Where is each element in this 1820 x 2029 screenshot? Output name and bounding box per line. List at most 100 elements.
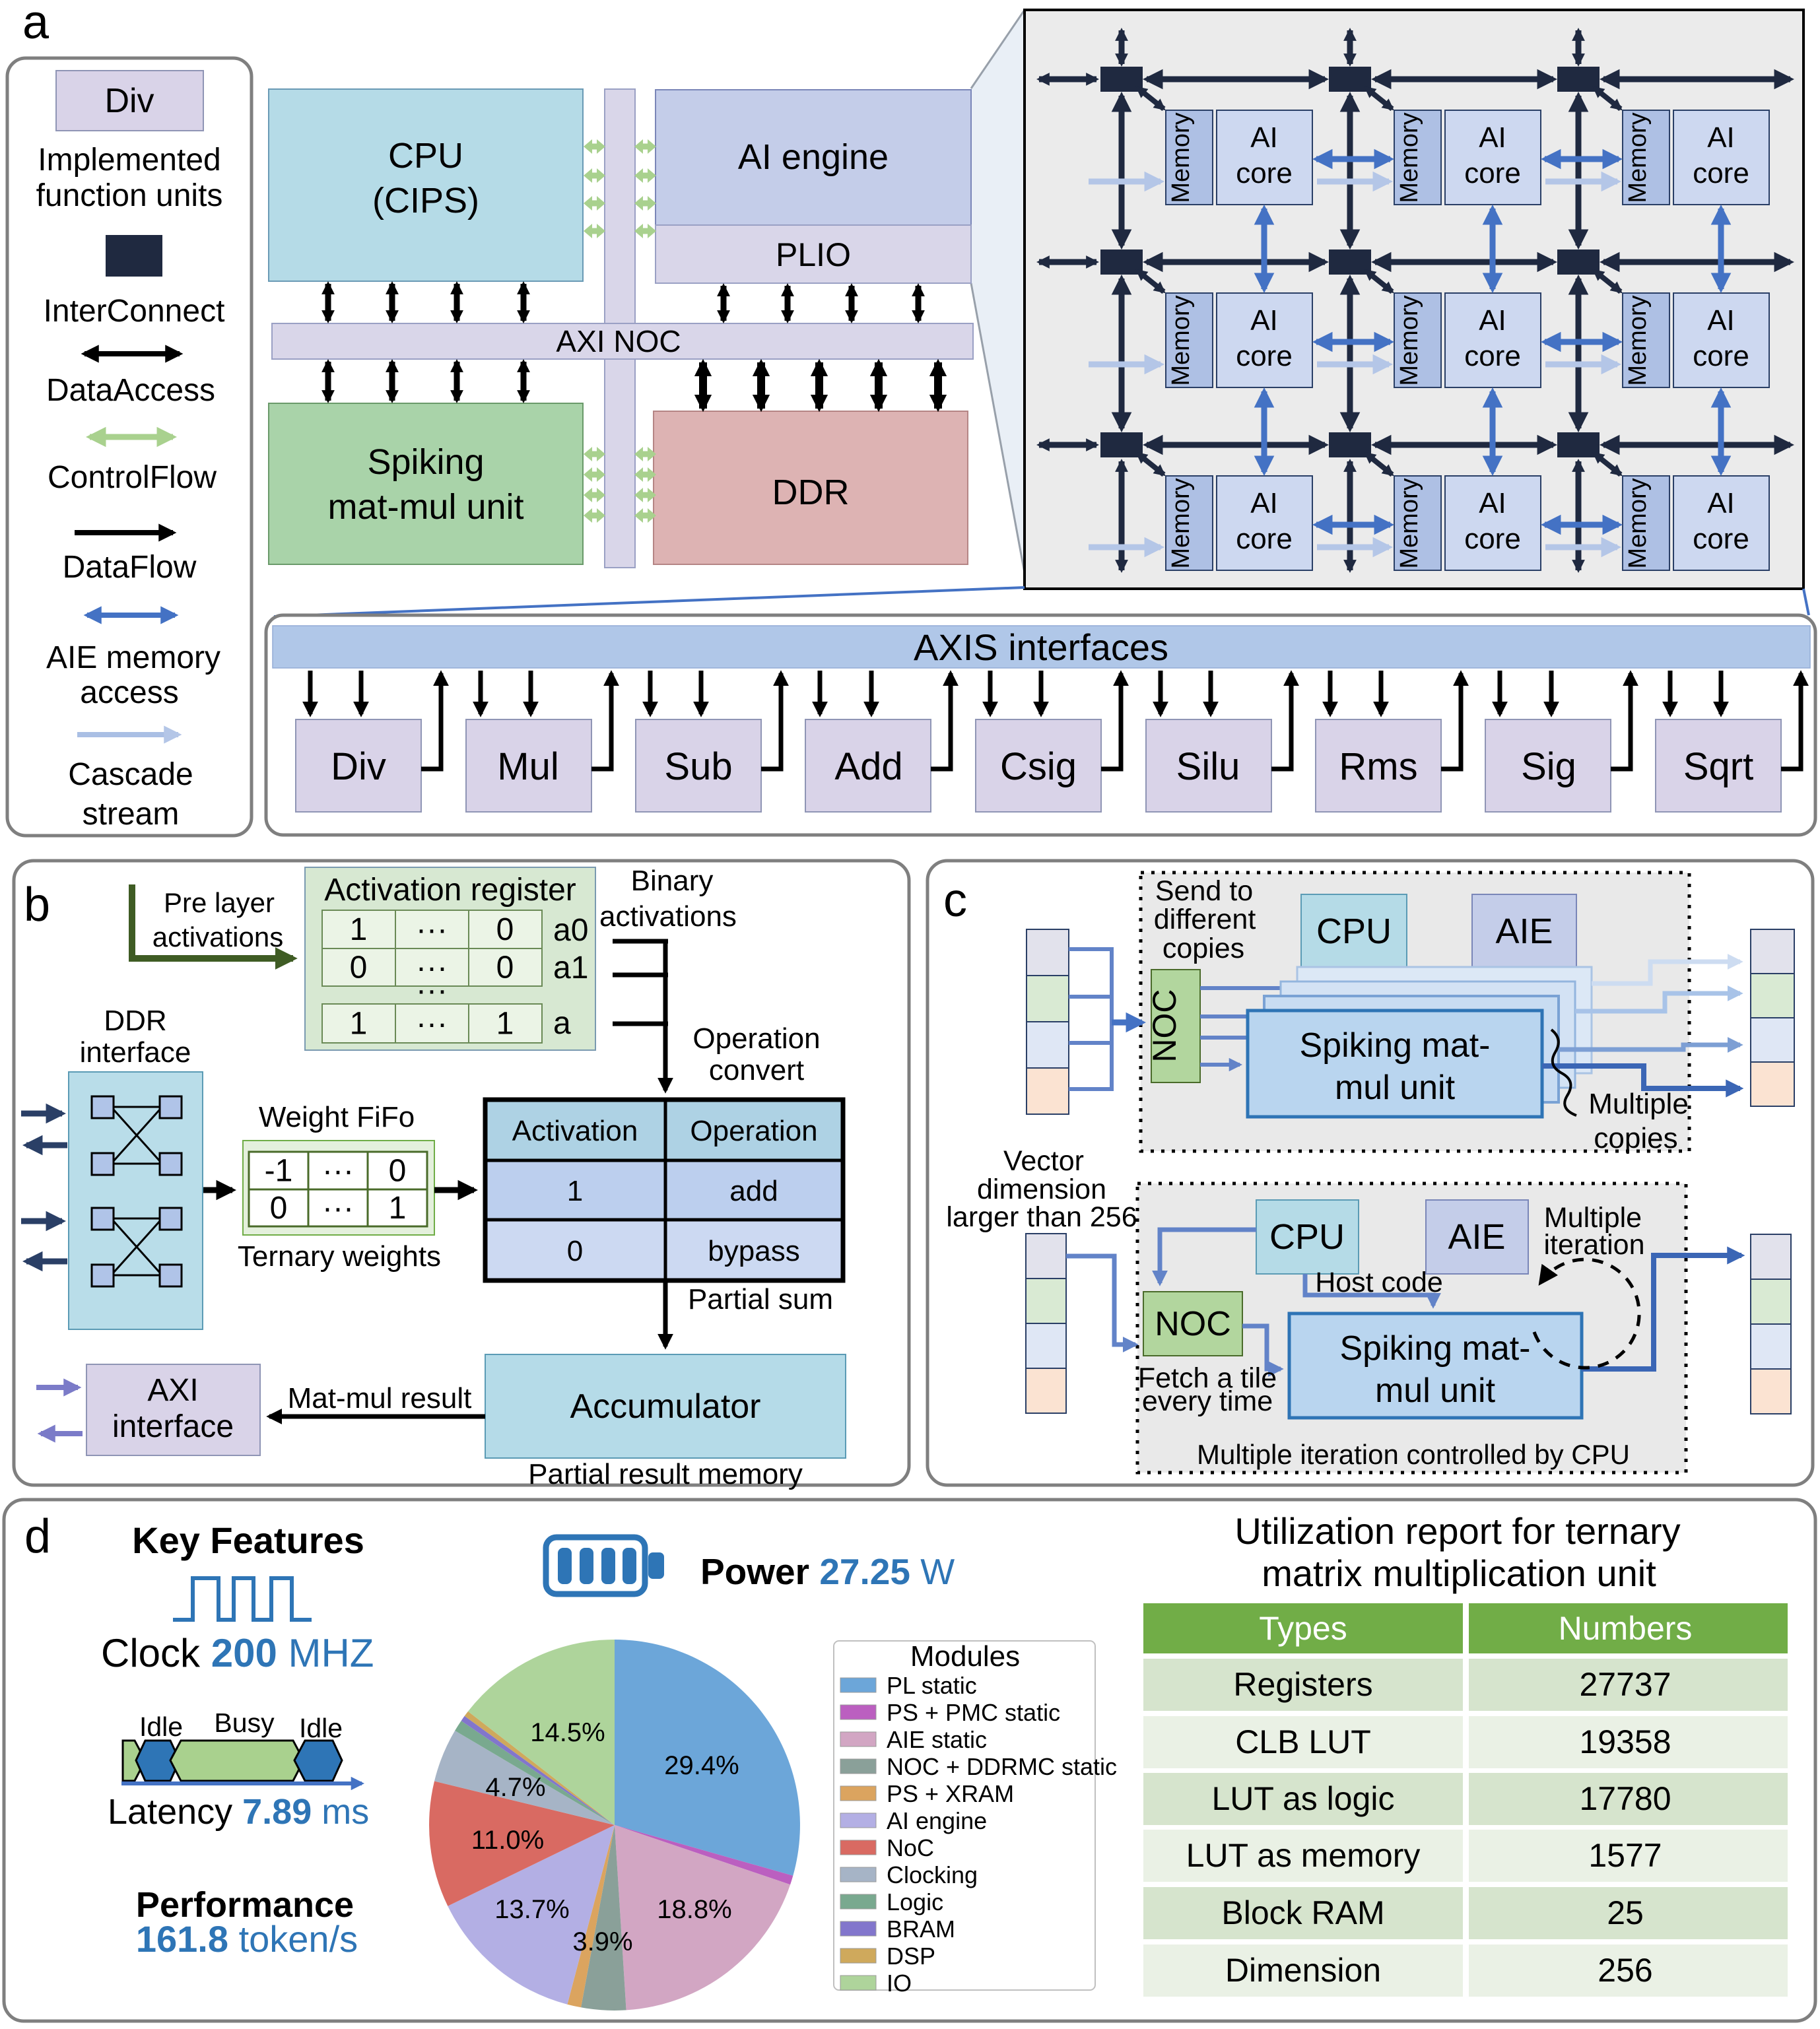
svg-text:AI: AI [1479, 121, 1506, 154]
svg-text:LUT as memory: LUT as memory [1186, 1837, 1421, 1874]
svg-text:AXI: AXI [147, 1373, 198, 1408]
svg-text:core: core [1693, 157, 1749, 189]
svg-text:Operation: Operation [690, 1115, 817, 1147]
svg-text:add: add [729, 1175, 778, 1207]
svg-text:core: core [1464, 340, 1521, 372]
svg-text:function units: function units [36, 178, 223, 213]
svg-text:Memory: Memory [1167, 478, 1195, 568]
svg-text:a1: a1 [553, 950, 588, 985]
svg-text:11.0%: 11.0% [471, 1826, 544, 1855]
svg-text:d: d [24, 1510, 51, 1563]
svg-text:InterConnect: InterConnect [44, 294, 225, 329]
svg-text:-1: -1 [265, 1154, 293, 1189]
svg-text:27737: 27737 [1579, 1666, 1671, 1703]
svg-text:Memory: Memory [1396, 295, 1423, 385]
svg-text:copies: copies [1594, 1122, 1677, 1154]
svg-text:CPU: CPU [1269, 1217, 1345, 1257]
svg-text:Utilization report for ternary: Utilization report for ternary [1234, 1510, 1680, 1552]
svg-text:CPU: CPU [388, 136, 463, 176]
svg-text:Spiking mat-: Spiking mat- [1300, 1026, 1491, 1065]
svg-text:Activation register: Activation register [324, 873, 576, 908]
svg-text:AI engine: AI engine [738, 137, 889, 177]
svg-text:interface: interface [80, 1036, 191, 1069]
svg-text:···: ··· [416, 1007, 448, 1042]
svg-text:Partial result memory: Partial result memory [528, 1458, 803, 1490]
svg-text:AIE: AIE [1448, 1217, 1505, 1257]
svg-text:mul unit: mul unit [1335, 1069, 1456, 1107]
svg-text:···: ··· [416, 950, 448, 985]
svg-text:Memory: Memory [1624, 112, 1652, 203]
svg-text:different: different [1154, 904, 1256, 935]
svg-text:Multiple: Multiple [1544, 1202, 1642, 1234]
svg-text:19358: 19358 [1579, 1723, 1671, 1760]
svg-text:a0: a0 [553, 913, 588, 948]
svg-text:AI engine: AI engine [887, 1807, 987, 1834]
svg-text:25: 25 [1607, 1894, 1644, 1931]
svg-text:dimension: dimension [977, 1174, 1106, 1205]
svg-text:larger than 256: larger than 256 [946, 1201, 1137, 1233]
svg-text:CLB LUT: CLB LUT [1235, 1723, 1371, 1760]
svg-text:Block RAM: Block RAM [1221, 1894, 1384, 1931]
svg-text:Fetch a tile: Fetch a tile [1138, 1362, 1277, 1394]
svg-text:convert: convert [709, 1054, 804, 1086]
svg-text:core: core [1464, 523, 1521, 555]
svg-text:activations: activations [152, 921, 283, 952]
svg-text:Mat-mul result: Mat-mul result [288, 1382, 472, 1414]
svg-text:DSP: DSP [887, 1943, 935, 1970]
svg-text:Host code: Host code [1315, 1267, 1443, 1298]
svg-text:mat-mul unit: mat-mul unit [327, 487, 523, 527]
svg-text:0: 0 [496, 912, 514, 947]
svg-text:AI: AI [1250, 121, 1278, 154]
svg-text:BRAM: BRAM [887, 1915, 955, 1943]
svg-text:256: 256 [1598, 1952, 1652, 1989]
svg-text:AI: AI [1707, 304, 1735, 337]
svg-text:0: 0 [496, 950, 514, 985]
svg-text:DDR: DDR [772, 473, 850, 512]
svg-text:NOC: NOC [1155, 1305, 1231, 1343]
svg-text:core: core [1464, 157, 1521, 189]
svg-text:Vector: Vector [1003, 1145, 1084, 1177]
svg-text:13.7%: 13.7% [494, 1895, 569, 1924]
svg-text:PL static: PL static [887, 1672, 977, 1699]
svg-text:Operation: Operation [692, 1022, 820, 1055]
svg-text:(CIPS): (CIPS) [372, 181, 479, 220]
svg-text:4.7%: 4.7% [485, 1773, 545, 1802]
svg-text:DataFlow: DataFlow [63, 550, 197, 585]
svg-text:1: 1 [350, 912, 368, 947]
svg-text:0: 0 [270, 1191, 288, 1226]
svg-text:core: core [1693, 340, 1749, 372]
svg-text:AI: AI [1250, 304, 1278, 337]
svg-text:Sub: Sub [664, 745, 732, 788]
svg-text:NOC + DDRMC static: NOC + DDRMC static [887, 1753, 1117, 1780]
svg-text:stream: stream [83, 797, 180, 832]
svg-text:1: 1 [389, 1191, 407, 1226]
svg-text:AI: AI [1707, 121, 1735, 154]
svg-text:Send to: Send to [1155, 875, 1253, 907]
svg-text:AI: AI [1479, 487, 1506, 519]
svg-text:PS + XRAM: PS + XRAM [887, 1780, 1014, 1807]
svg-text:Pre layer: Pre layer [164, 887, 275, 918]
svg-text:Numbers: Numbers [1559, 1610, 1693, 1647]
svg-text:ControlFlow: ControlFlow [48, 460, 217, 495]
svg-text:mul unit: mul unit [1375, 1372, 1496, 1410]
svg-text:0: 0 [567, 1235, 583, 1267]
svg-text:Memory: Memory [1396, 478, 1423, 568]
svg-text:1: 1 [350, 1007, 368, 1042]
svg-text:AXIS interfaces: AXIS interfaces [914, 626, 1168, 668]
svg-text:Memory: Memory [1167, 295, 1195, 385]
svg-text:0: 0 [389, 1154, 407, 1189]
svg-text:···: ··· [322, 1191, 354, 1226]
svg-text:Modules: Modules [910, 1640, 1020, 1673]
svg-text:···: ··· [322, 1154, 354, 1189]
svg-text:Binary: Binary [631, 865, 714, 897]
svg-text:iteration: iteration [1544, 1229, 1645, 1261]
svg-text:Performance: Performance [136, 1885, 354, 1925]
svg-text:Silu: Silu [1176, 745, 1240, 788]
svg-text:Csig: Csig [1000, 745, 1077, 788]
svg-text:a: a [22, 0, 50, 49]
svg-text:Registers: Registers [1233, 1666, 1372, 1703]
svg-text:core: core [1236, 157, 1293, 189]
svg-text:DataAccess: DataAccess [46, 373, 215, 408]
svg-text:Multiple iteration controlled: Multiple iteration controlled by CPU [1197, 1439, 1630, 1470]
svg-text:Multiple: Multiple [1588, 1088, 1689, 1120]
